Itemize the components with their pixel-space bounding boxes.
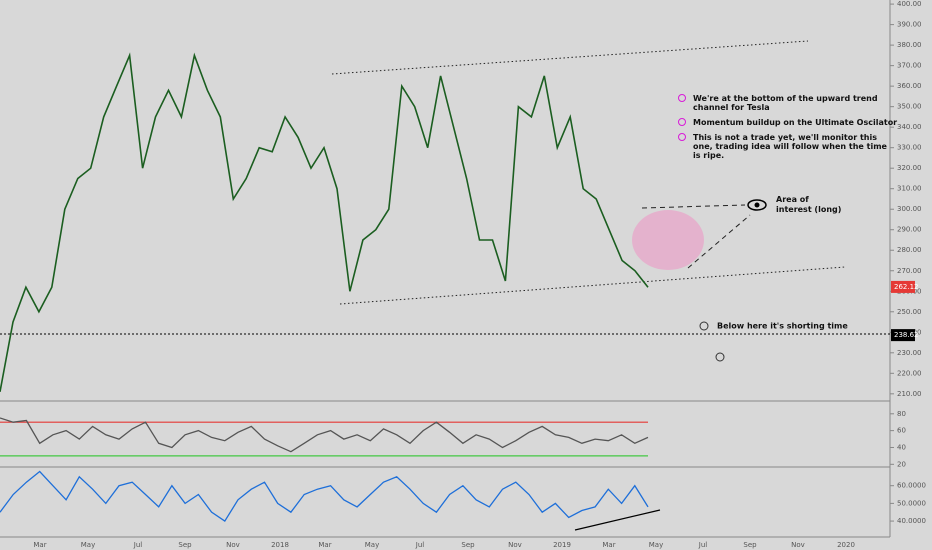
annotation: Below here it's shorting time [717,322,848,331]
y-tick-label: 310.00 [897,185,922,193]
eye-icon [754,202,760,208]
y-tick-label: 50.0000 [897,499,926,507]
y-tick-label: 250.00 [897,308,922,316]
y-tick-label: 360.00 [897,82,922,90]
x-tick-label: Sep [178,541,192,549]
y-tick-label: 40 [897,443,906,451]
x-tick-label: 2020 [837,541,855,549]
price-label: 262.12 [894,283,919,291]
x-tick-label: 2018 [271,541,289,549]
x-tick-label: Sep [461,541,475,549]
y-tick-label: 400.00 [897,0,922,8]
y-tick-label: 390.00 [897,21,922,29]
notes: We're at the bottom of the upward trend c… [678,94,897,160]
pointer-line [687,214,751,269]
y-tick-label: 230.00 [897,349,922,357]
x-tick-label: Jul [133,541,143,549]
series-line [0,417,649,453]
x-tick-label: 2019 [553,541,571,549]
icon [715,352,725,362]
note: This is not a trade yet, we'll monitor t… [693,133,888,160]
y-tick-label: 40.0000 [897,517,926,525]
y-tick-label: 280.00 [897,246,922,254]
x-tick-label: May [365,541,379,549]
y-tick-label: 20 [897,460,906,468]
note: We're at the bottom of the upward trend c… [693,94,878,112]
y-tick-label: 220.00 [897,369,922,377]
y-tick-label: 290.00 [897,226,922,234]
y-tick-label: 80 [897,410,906,418]
pointer-line [641,204,746,209]
area-of-interest [632,210,704,270]
y-tick-label: 210.00 [897,390,922,398]
price-label: 238.62 [894,331,919,339]
trend-line [339,266,846,305]
x-tick-label: Mar [602,541,615,549]
x-tick-label: Sep [743,541,757,549]
y-tick-label: 300.00 [897,205,922,213]
annotation: Area of interest (long) [776,195,841,214]
y-tick-label: 370.00 [897,62,922,70]
y-tick-label: 60 [897,427,906,435]
trend-line [574,509,661,531]
x-tick-label: Mar [33,541,46,549]
series-line [0,52,649,392]
price-label-box [891,280,915,293]
x-tick-label: May [649,541,663,549]
x-tick-label: Nov [791,541,805,549]
x-tick-label: Jul [698,541,708,549]
x-tick-label: Nov [508,541,522,549]
y-tick-label: 270.00 [897,267,922,275]
note: Momentum buildup on the Ultimate Oscilat… [693,118,897,127]
y-tick-label: 350.00 [897,103,922,111]
y-tick-label: 380.00 [897,41,922,49]
note-bullet [678,94,686,102]
icon [699,321,709,331]
y-tick-label: 60.0000 [897,482,926,490]
x-tick-label: Mar [318,541,331,549]
eye-icon [747,199,767,211]
y-tick-label: 330.00 [897,144,922,152]
price-label-box [891,329,915,342]
x-tick-label: May [81,541,95,549]
series-line [0,470,649,523]
note-bullet [678,118,686,126]
x-tick-label: Jul [415,541,425,549]
y-tick-label: 320.00 [897,164,922,172]
x-tick-label: Nov [226,541,240,549]
note-bullet [678,133,686,141]
y-tick-label: 340.00 [897,123,922,131]
